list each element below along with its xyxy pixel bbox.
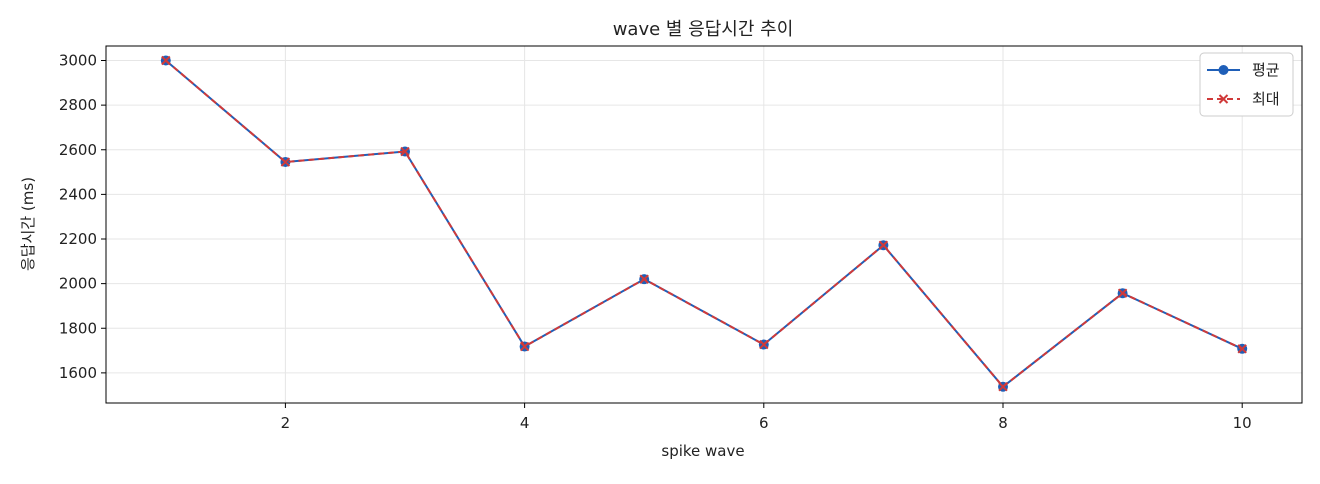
y-tick-label: 2800 <box>59 96 97 114</box>
y-tick-label: 2200 <box>59 230 97 248</box>
y-axis-label: 응답시간 (ms) <box>19 177 37 271</box>
legend-item-2: 최대 <box>1207 90 1280 108</box>
series-2-point <box>280 157 291 167</box>
x-tick-label: 4 <box>520 414 530 432</box>
legend-item-1-label: 평균 <box>1252 61 1280 79</box>
legend-item-2-label: 최대 <box>1252 90 1280 108</box>
series-2-point <box>161 55 171 66</box>
x-tick-label: 6 <box>759 414 769 432</box>
series-2-point <box>400 146 410 157</box>
series-2 <box>161 55 1247 392</box>
series-2-point <box>759 339 769 350</box>
x-axis-label: spike wave <box>661 442 744 460</box>
y-tick-label: 2000 <box>59 275 97 293</box>
grid-lines <box>106 46 1302 403</box>
x-tick-label: 2 <box>281 414 291 432</box>
legend-item-1-marker <box>1218 65 1229 75</box>
y-tick-label: 3000 <box>59 52 97 70</box>
x-axis: 2 4 6 8 10 <box>281 403 1252 432</box>
legend-item-1: 평균 <box>1207 61 1280 79</box>
x-tick-label: 8 <box>998 414 1008 432</box>
chart-title: wave 별 응답시간 추이 <box>613 19 794 40</box>
y-tick-label: 1600 <box>59 364 97 382</box>
series-2-point <box>639 274 649 284</box>
series-layer <box>160 55 1248 392</box>
series-2-point <box>878 240 889 250</box>
y-axis: 1600 1800 2000 2200 2400 2600 2800 3000 <box>59 52 106 382</box>
plot-frame <box>105 45 1303 404</box>
legend-item-2-marker <box>1218 94 1229 104</box>
y-tick-label: 1800 <box>59 319 97 337</box>
series-2-point <box>998 382 1008 392</box>
y-tick-label: 2600 <box>59 141 97 159</box>
y-tick-label: 2400 <box>59 185 97 203</box>
series-2-point <box>1117 288 1128 298</box>
series-2-point <box>1237 344 1247 354</box>
series-2-line <box>165 59 1243 388</box>
x-tick-label: 10 <box>1233 414 1252 432</box>
series-2-point <box>519 341 530 352</box>
